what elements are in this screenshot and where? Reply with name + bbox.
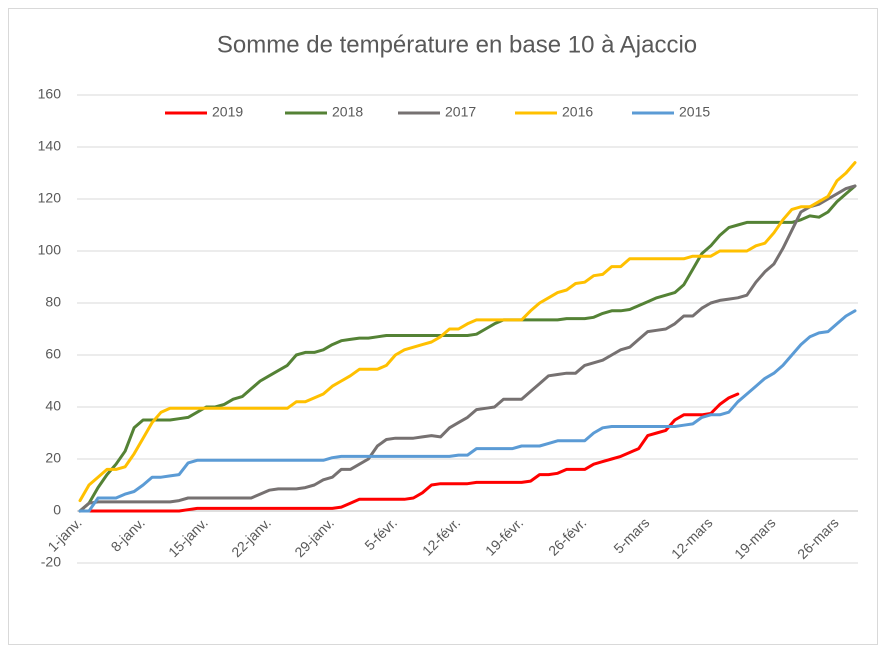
legend-label: 2018 <box>332 104 363 120</box>
y-tick-label: 60 <box>45 346 61 362</box>
y-tick-label: 0 <box>53 502 61 518</box>
y-tick-label: 160 <box>38 86 62 102</box>
chart-title: Somme de température en base 10 à Ajacci… <box>217 31 697 58</box>
chart-border <box>8 8 878 645</box>
legend-label: 2016 <box>562 104 593 120</box>
series-line <box>78 161 857 503</box>
y-tick-label: -20 <box>41 554 61 570</box>
series-line <box>78 309 857 513</box>
legend-label: 2015 <box>679 104 710 120</box>
y-tick-label: 80 <box>45 294 61 310</box>
y-tick-label: 140 <box>38 138 62 154</box>
legend-label: 2019 <box>212 104 243 120</box>
y-tick-label: 120 <box>38 190 62 206</box>
y-tick-label: 20 <box>45 450 61 466</box>
series-line <box>78 184 857 513</box>
y-tick-label: 40 <box>45 398 61 414</box>
series-line <box>78 392 740 513</box>
legend-label: 2017 <box>445 104 476 120</box>
y-tick-label: 100 <box>38 242 62 258</box>
